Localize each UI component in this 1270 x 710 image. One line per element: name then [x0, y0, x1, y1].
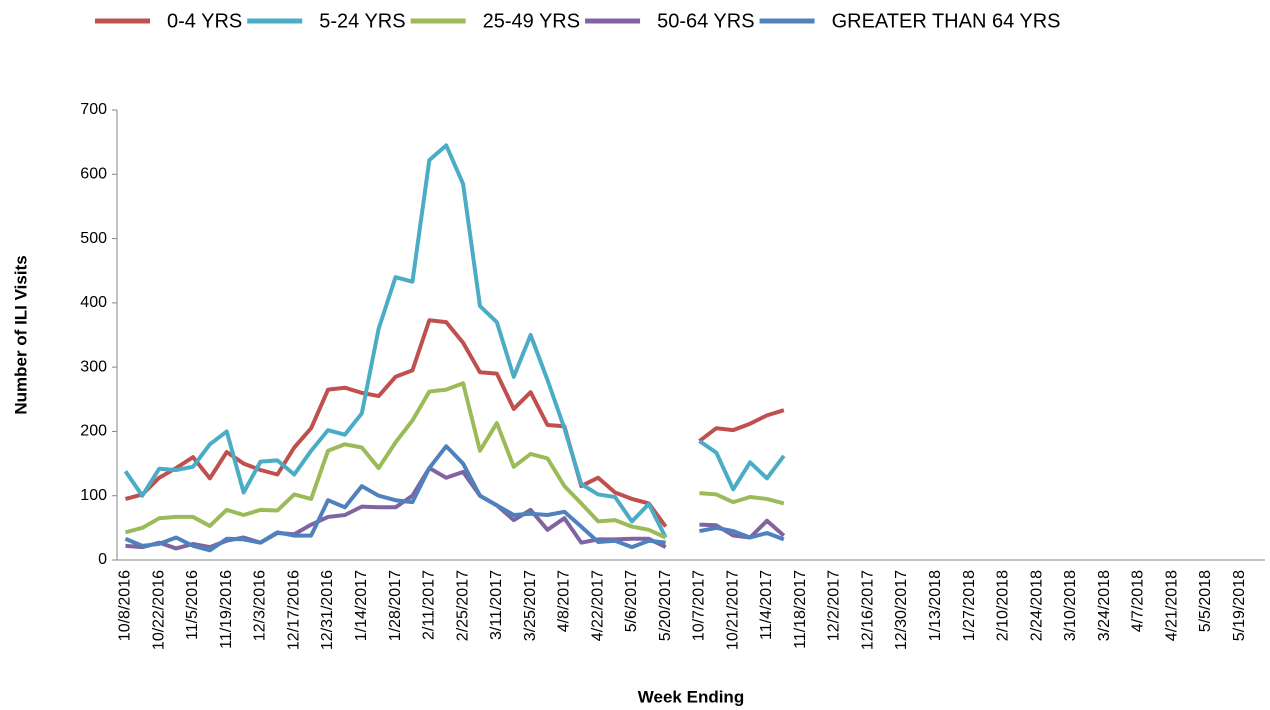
x-tick-label: 11/19/2016 [218, 570, 235, 649]
x-tick-label: 5/6/2017 [623, 570, 640, 632]
x-tick-label: 2/10/2018 [995, 570, 1012, 641]
x-tick-label: 10/8/2016 [117, 570, 134, 641]
x-tick-label: 1/14/2017 [353, 570, 370, 641]
legend-label: 50-64 YRS [657, 10, 754, 32]
series-line [124, 444, 785, 553]
series-line [124, 318, 785, 528]
x-tick-label: 3/11/2017 [488, 570, 505, 640]
x-tick-label: 3/25/2017 [522, 570, 539, 641]
y-axis-title: Number of ILI Visits [11, 255, 30, 414]
x-tick-label: 10/7/2017 [691, 570, 708, 641]
x-tick-label: 11/5/2016 [184, 570, 201, 640]
y-tick-label: 700 [80, 101, 107, 118]
x-tick-label: 5/5/2018 [1197, 570, 1214, 632]
x-tick-label: 12/31/2016 [319, 570, 336, 650]
x-tick-label: 12/2/2017 [826, 570, 843, 641]
y-tick-label: 500 [80, 230, 107, 247]
x-tick-label: 4/21/2018 [1163, 570, 1180, 641]
x-tick-label: 12/16/2017 [859, 570, 876, 650]
legend-label: GREATER THAN 64 YRS [832, 10, 1061, 32]
series-line [123, 143, 786, 539]
x-tick-label: 1/13/2018 [927, 570, 944, 641]
legend-label: 25-49 YRS [483, 10, 580, 32]
x-tick-label: 11/18/2017 [792, 570, 809, 649]
x-tick-label: 12/17/2016 [285, 570, 302, 650]
x-tick-label: 3/24/2018 [1096, 570, 1113, 641]
x-tick-label: 10/22/2016 [150, 570, 167, 650]
y-tick-label: 100 [80, 487, 107, 504]
x-tick-label: 12/3/2016 [252, 570, 269, 641]
y-tick-label: 300 [80, 358, 107, 375]
legend-label: 0-4 YRS [167, 10, 242, 32]
y-tick-label: 200 [80, 423, 107, 440]
legend-label: 5-24 YRS [319, 10, 405, 32]
x-tick-label: 5/20/2017 [657, 570, 674, 641]
x-tick-label: 4/7/2018 [1130, 570, 1147, 632]
series-line [124, 381, 785, 540]
x-tick-label: 1/28/2017 [387, 570, 404, 641]
x-tick-label: 4/8/2017 [556, 570, 573, 632]
x-tick-label: 12/30/2017 [893, 570, 910, 650]
y-tick-label: 600 [80, 166, 107, 183]
x-tick-label: 2/11/2017 [421, 570, 438, 640]
y-tick-label: 400 [80, 294, 107, 311]
x-axis-title: Week Ending [638, 687, 744, 706]
x-tick-label: 4/22/2017 [589, 570, 606, 641]
series-line [125, 466, 786, 551]
y-tick-label: 0 [98, 551, 107, 568]
x-tick-label: 5/19/2018 [1231, 570, 1248, 641]
x-tick-label: 2/25/2017 [454, 570, 471, 641]
x-tick-label: 10/21/2017 [724, 570, 741, 650]
x-tick-label: 11/4/2017 [758, 570, 775, 640]
x-tick-label: 1/27/2018 [961, 570, 978, 641]
x-tick-label: 3/10/2018 [1062, 570, 1079, 641]
x-tick-label: 2/24/2018 [1028, 570, 1045, 641]
